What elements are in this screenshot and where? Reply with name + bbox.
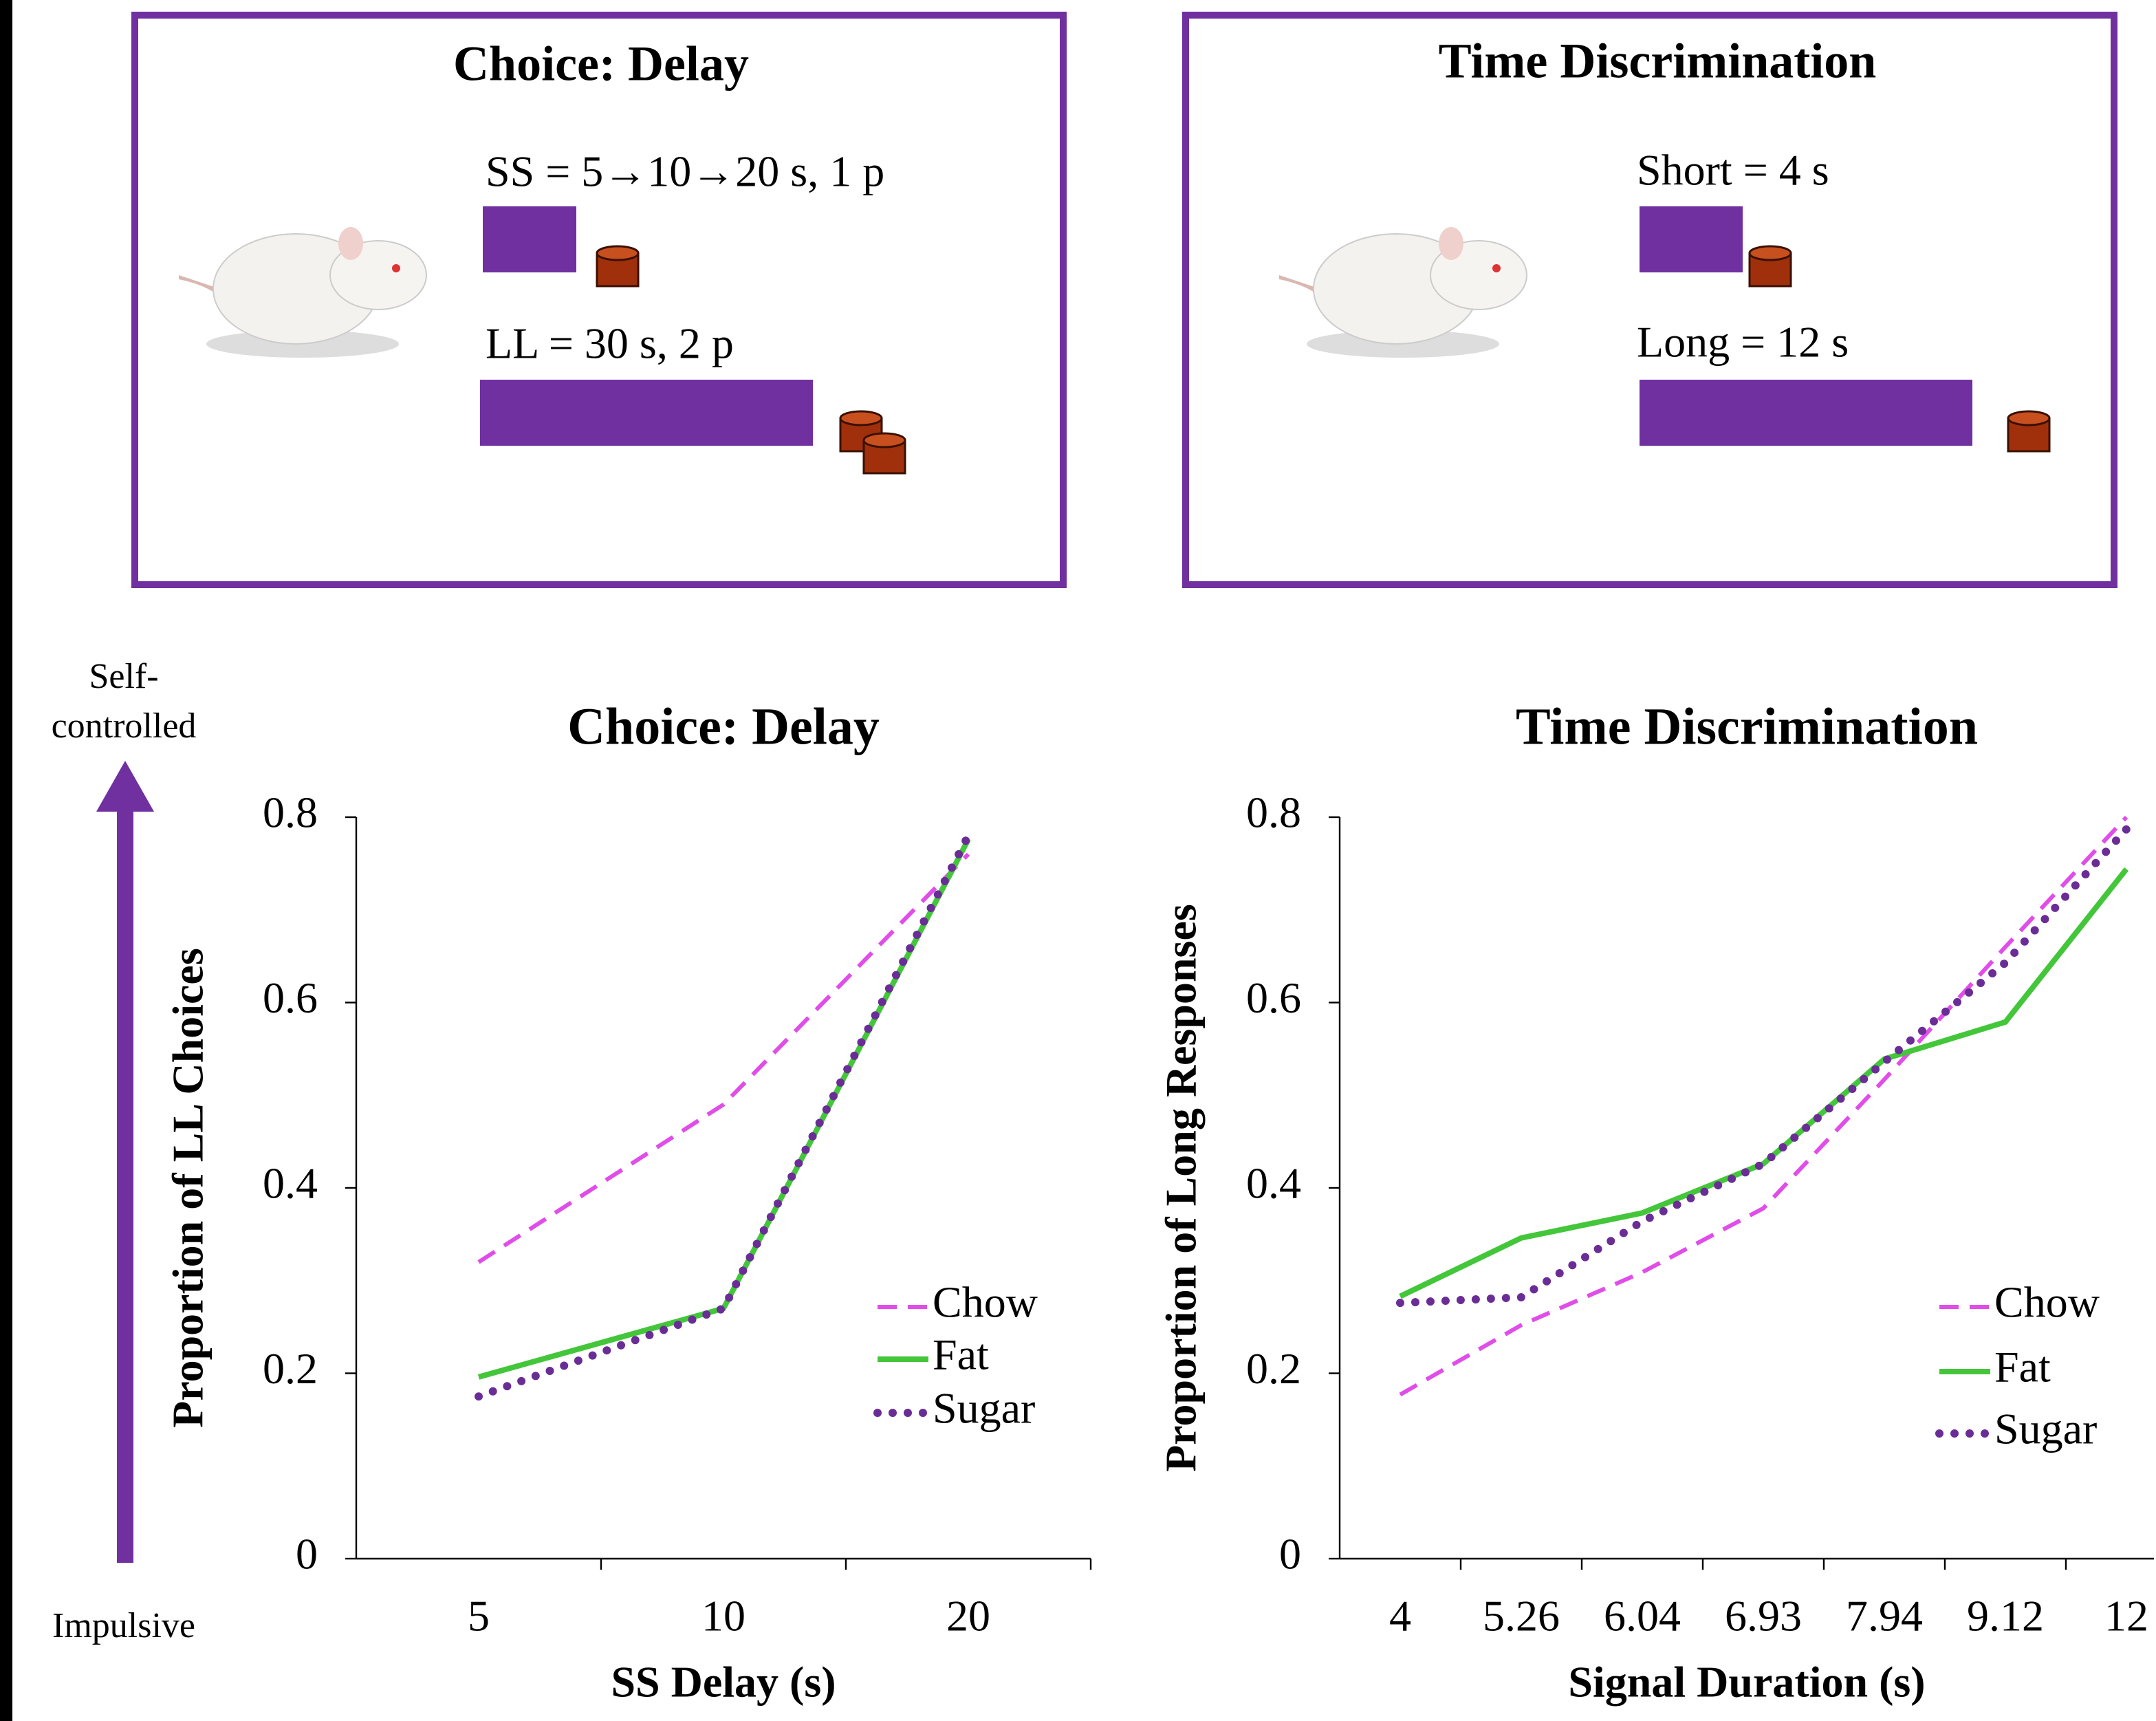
chart-title: Choice: Delay [567,697,880,755]
x-tick-label: 5 [468,1592,490,1641]
pellet [596,245,906,475]
arrow-label: Impulsive [52,1606,195,1645]
x-tick-label: 7.94 [1846,1592,1923,1641]
y-tick-label: 0 [1279,1530,1301,1579]
duration-bar [1640,206,1743,272]
y-tick-label: 0.2 [263,1344,318,1393]
series-line [1399,867,2129,1299]
y-axis-label: Proportion of LL Choices [164,948,213,1428]
arrow-shaft [117,809,133,1563]
x-tick-label: 6.93 [1725,1592,1802,1641]
legend-label: Fat [1994,1343,2051,1392]
x-tick-label: 5.26 [1483,1592,1560,1641]
x-tick-label: 12 [2104,1592,2148,1641]
series-line [1396,825,2131,1308]
series-line [477,852,970,1264]
y-tick-label: 0.4 [263,1159,318,1208]
arrow-label: Self- [89,657,158,696]
chart-title: Time Discrimination [1516,697,1978,755]
rat-illustration [179,227,427,358]
delay-bar [483,206,576,272]
legend-label: Sugar [1994,1405,2097,1453]
legend-label: Chow [1994,1278,2100,1327]
panel-text: LL = 30 s, 2 p [486,319,734,368]
arrow-head [96,761,154,812]
series-line [1399,815,2128,1397]
panel-title: Time Discrimination [1439,34,1877,89]
rat-illustration [1279,227,1527,358]
x-tick-label: 4 [1389,1592,1411,1641]
y-tick-label: 0.8 [263,788,318,837]
delay-bar [480,380,813,446]
y-tick-label: 0.4 [1246,1159,1301,1208]
panel-frame [1182,12,2117,588]
y-tick-label: 0.8 [1246,788,1301,837]
panel-title: Choice: Delay [453,36,749,91]
panel-text: Short = 4 s [1637,146,1829,195]
x-axis-label: Signal Duration (s) [1568,1658,1925,1707]
y-tick-label: 0.2 [1246,1344,1301,1393]
y-tick-label: 0.6 [263,973,318,1022]
arrow-label: controlled [52,706,197,746]
left-border [0,0,12,1721]
x-tick-label: 10 [701,1592,745,1641]
panel-frame [131,12,1067,588]
legend-label: Sugar [933,1384,1035,1433]
x-axis-label: SS Delay (s) [611,1658,836,1707]
legend-label: Fat [933,1330,989,1379]
panel-text: Long = 12 s [1637,318,1849,367]
panel-text: SS = 5→10→20 s, 1 p [486,147,884,196]
legend-label: Chow [933,1278,1038,1327]
x-tick-label: 9.12 [1967,1592,2044,1641]
y-tick-label: 0.6 [1246,973,1301,1022]
x-tick-label: 20 [946,1592,990,1641]
pellet [1748,245,2051,453]
series-line [475,831,972,1401]
y-tick-label: 0 [296,1530,318,1579]
duration-bar [1640,380,1972,446]
y-axis-label: Proportion of Long Responses [1157,904,1206,1472]
x-tick-label: 6.04 [1604,1592,1681,1641]
